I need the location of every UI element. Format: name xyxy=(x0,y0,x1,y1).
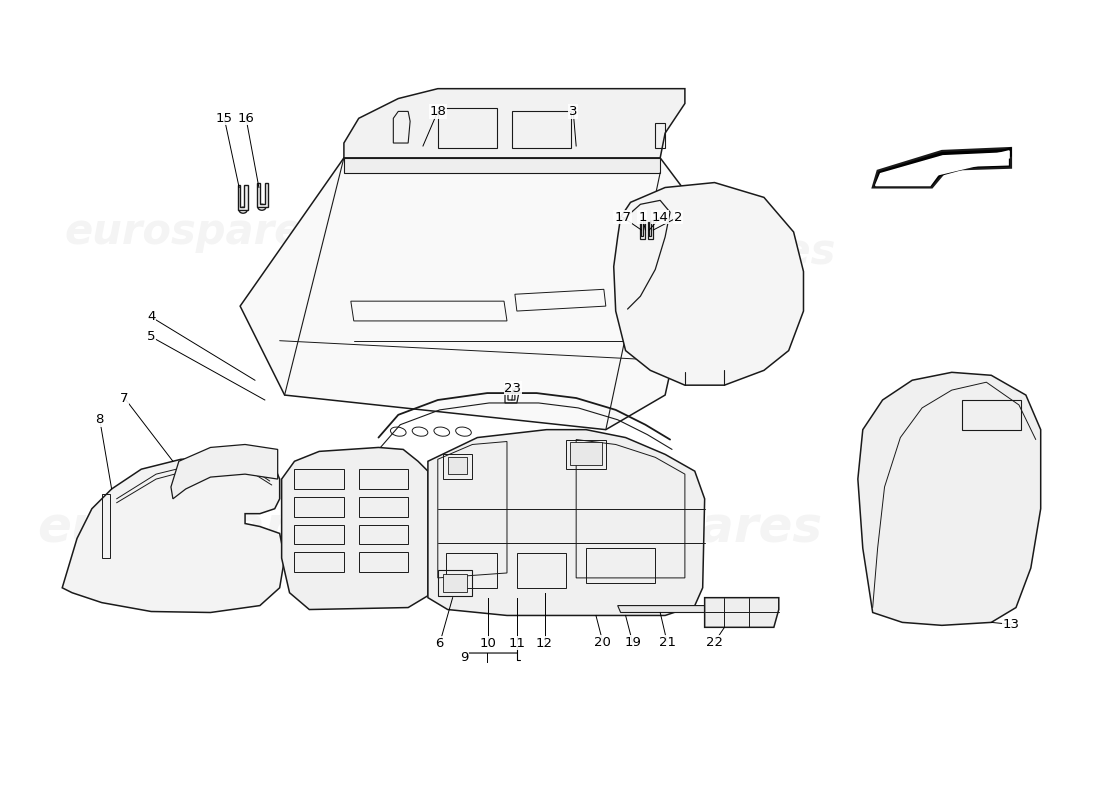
Text: autospares: autospares xyxy=(507,505,823,553)
Text: 18: 18 xyxy=(429,105,447,118)
Polygon shape xyxy=(442,574,468,592)
Text: 14: 14 xyxy=(651,210,669,224)
Text: 3: 3 xyxy=(569,105,578,118)
Text: 6: 6 xyxy=(436,637,444,650)
Polygon shape xyxy=(876,153,1008,186)
Polygon shape xyxy=(344,89,685,158)
Polygon shape xyxy=(932,148,1011,178)
Text: 1: 1 xyxy=(638,210,647,224)
Text: 23: 23 xyxy=(505,382,521,394)
Text: 19: 19 xyxy=(624,636,641,649)
Polygon shape xyxy=(63,458,285,613)
Polygon shape xyxy=(618,606,707,613)
Polygon shape xyxy=(170,445,277,499)
Text: eurospares: eurospares xyxy=(64,211,327,253)
Text: 22: 22 xyxy=(706,636,723,649)
Text: 11: 11 xyxy=(508,637,526,650)
Text: 15: 15 xyxy=(216,112,233,125)
Text: 21: 21 xyxy=(659,636,675,649)
Text: 7: 7 xyxy=(120,391,129,405)
Polygon shape xyxy=(238,185,248,210)
Text: 4: 4 xyxy=(147,310,155,323)
Polygon shape xyxy=(858,372,1041,626)
Polygon shape xyxy=(240,158,705,430)
Text: 9: 9 xyxy=(460,651,469,665)
Polygon shape xyxy=(344,158,660,173)
Circle shape xyxy=(579,512,593,526)
Polygon shape xyxy=(448,458,468,474)
Text: 8: 8 xyxy=(96,414,104,426)
Text: 20: 20 xyxy=(594,636,612,649)
Text: 10: 10 xyxy=(480,637,496,650)
Polygon shape xyxy=(428,430,705,615)
Text: 13: 13 xyxy=(1002,618,1020,631)
Polygon shape xyxy=(705,598,779,627)
Polygon shape xyxy=(282,447,428,610)
Polygon shape xyxy=(257,182,267,207)
Text: eurospares: eurospares xyxy=(37,505,353,553)
Text: 17: 17 xyxy=(614,210,631,224)
Text: 12: 12 xyxy=(536,637,553,650)
Text: 5: 5 xyxy=(147,330,155,343)
Polygon shape xyxy=(614,182,803,385)
Text: 16: 16 xyxy=(238,112,254,125)
Text: autospares: autospares xyxy=(573,230,836,273)
Polygon shape xyxy=(934,151,1009,176)
Polygon shape xyxy=(872,148,1011,187)
Text: 2: 2 xyxy=(673,210,682,224)
Polygon shape xyxy=(570,442,602,466)
